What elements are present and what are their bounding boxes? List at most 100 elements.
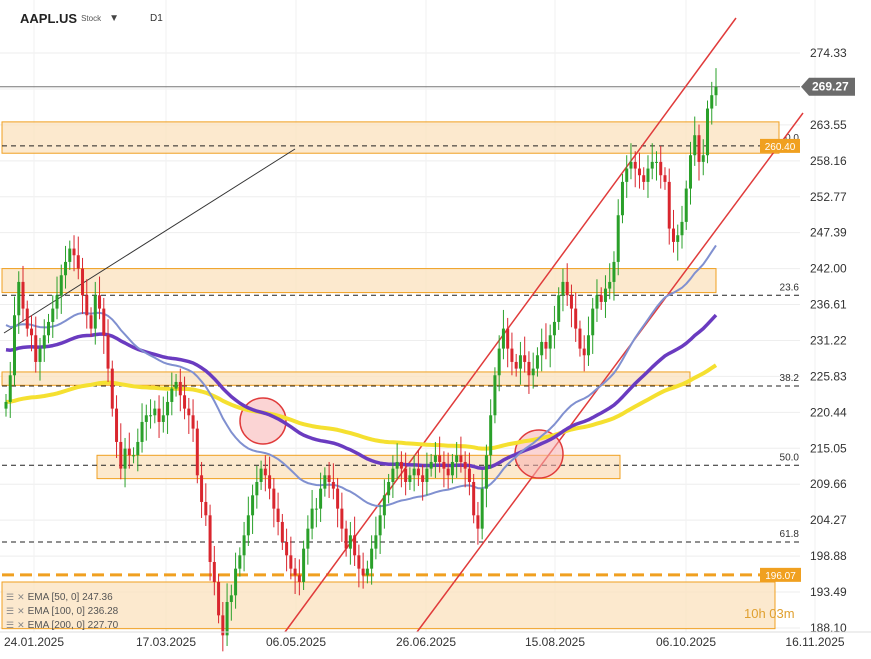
close-icon[interactable]: ✕ [17, 606, 25, 616]
candle-body [421, 475, 425, 482]
candle-body [548, 335, 552, 349]
candle-body [251, 495, 255, 516]
candle-body [476, 515, 480, 529]
symbol-header[interactable]: AAPL.US Stock ▼ [20, 8, 119, 28]
candle-body [4, 401, 8, 409]
candle-body [489, 415, 493, 456]
candle-body [684, 188, 688, 222]
support-zone [1, 581, 776, 630]
candle-body [540, 341, 544, 356]
candle-body [654, 161, 658, 163]
candle-body [557, 295, 561, 322]
candle-body [531, 368, 535, 376]
candle-body [574, 308, 578, 329]
candle-body [280, 521, 284, 542]
candle-body [81, 268, 85, 296]
timeframe-label[interactable]: D1 [150, 13, 163, 24]
candle-body [378, 515, 382, 536]
candle-body [336, 488, 340, 509]
fib-level-label: 50.0 [780, 452, 800, 463]
candle-body [425, 468, 429, 482]
candle-body [591, 308, 595, 336]
candle-body [225, 601, 229, 636]
candle-body [293, 568, 297, 576]
candle-body [183, 395, 187, 409]
candle-body [238, 555, 242, 569]
candle-body [110, 368, 114, 409]
candle-body [255, 481, 259, 496]
candle-body [59, 275, 63, 296]
candle-body [136, 441, 140, 456]
level-tag-value: 260.40 [765, 142, 796, 153]
candle-body [323, 475, 327, 489]
candle-body [289, 555, 293, 569]
candle-body [234, 568, 238, 596]
x-tick-label: 15.08.2025 [525, 635, 585, 649]
candle-body [404, 468, 408, 482]
channel-upper-line [284, 17, 737, 633]
ema-200-legend[interactable]: ☰ ✕ EMA [200, 0] 227.70 [6, 620, 118, 631]
level-tag-value: 196.07 [765, 571, 796, 582]
candle-body [348, 535, 352, 549]
ema-200-line [5, 363, 718, 451]
candlestick-series [4, 68, 718, 652]
time-axis: 24.01.2025 17.03.2025 06.05.2025 26.06.2025… [0, 631, 871, 649]
candle-body [174, 381, 178, 389]
y-tick-label: 263.55 [810, 118, 847, 132]
candle-body [51, 308, 55, 322]
candle-body [263, 468, 267, 476]
candle-body [208, 515, 212, 562]
support-zones [1, 121, 780, 630]
candle-body [187, 408, 191, 416]
candle-body [374, 535, 378, 549]
candle-body [412, 468, 416, 476]
candle-body [204, 501, 208, 516]
candle-body [387, 481, 391, 496]
candle-body [650, 161, 654, 169]
candle-body [586, 335, 590, 356]
ema-lines [5, 244, 718, 508]
settings-icon[interactable]: ☰ [6, 620, 15, 630]
instrument-type-tag: Stock [81, 13, 102, 23]
y-tick-label: 252.77 [810, 190, 847, 204]
candle-body [200, 475, 204, 502]
chevron-down-icon[interactable]: ▼ [109, 12, 119, 24]
candle-body [246, 515, 250, 536]
candle-body [518, 355, 522, 369]
candle-body [612, 261, 616, 282]
level-tag [760, 138, 800, 153]
y-tick-label: 231.22 [810, 333, 847, 347]
level-tag [760, 567, 801, 582]
candle-body [544, 341, 548, 349]
candle-body [55, 295, 59, 309]
candle-body [459, 455, 463, 462]
candle-body [705, 108, 709, 156]
settings-icon[interactable]: ☰ [6, 592, 15, 602]
close-icon[interactable]: ✕ [17, 592, 25, 602]
candle-body [688, 155, 692, 189]
y-tick-label: 188.10 [810, 621, 847, 635]
candle-body [484, 455, 488, 489]
close-icon[interactable]: ✕ [17, 620, 25, 630]
candle-body [667, 181, 671, 229]
candle-body [64, 261, 68, 276]
candle-body [370, 548, 374, 569]
candle-body [399, 461, 403, 469]
ema-200-label: EMA [200, 0] 227.70 [27, 620, 119, 631]
candle-body [616, 215, 620, 262]
candle-body [676, 235, 680, 242]
candle-body [429, 461, 433, 469]
settings-icon[interactable]: ☰ [6, 606, 15, 616]
y-tick-label: 225.83 [810, 369, 847, 383]
candle-body [149, 415, 153, 417]
candle-body [671, 228, 675, 242]
y-tick-label: 258.16 [810, 154, 847, 168]
candle-body [157, 408, 161, 422]
ema-100-label: EMA [100, 0] 236.28 [27, 606, 119, 617]
ema-50-legend[interactable]: ☰ ✕ EMA [50, 0] 247.36 [6, 592, 113, 603]
candle-body [191, 415, 195, 429]
candle-body [701, 155, 705, 162]
trend-line [3, 148, 296, 334]
ema-100-legend[interactable]: ☰ ✕ EMA [100, 0] 236.28 [6, 606, 118, 617]
